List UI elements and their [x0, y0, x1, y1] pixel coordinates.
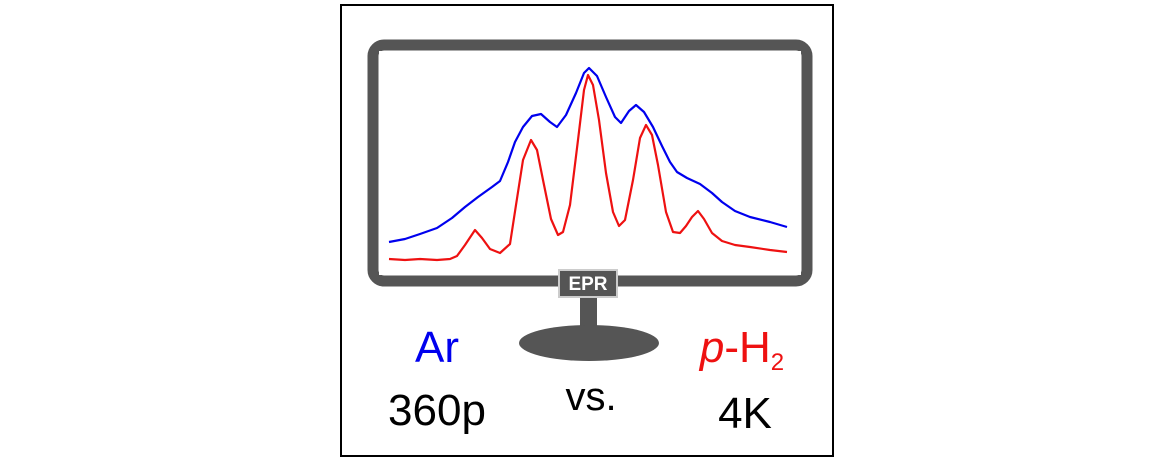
spectrum-p-h2-trace — [388, 73, 788, 262]
epr-badge-label: EPR — [568, 274, 607, 295]
spectrum-ar-trace — [388, 66, 788, 244]
label-vs: vs. — [565, 375, 616, 419]
label-p-h2-rest: -H — [724, 323, 770, 372]
monitor-stand-base — [519, 325, 659, 361]
label-4k: 4K — [718, 389, 772, 438]
label-p-h2-subscript: 2 — [771, 349, 784, 376]
monitor-stand-neck — [580, 291, 597, 333]
label-p-h2-italic: p — [698, 323, 724, 372]
epr-badge — [558, 269, 618, 298]
label-p-h2: p-H2 — [698, 323, 784, 376]
label-360p: 360p — [388, 386, 486, 435]
monitor-screen — [379, 51, 801, 275]
label-ar: Ar — [415, 323, 459, 372]
